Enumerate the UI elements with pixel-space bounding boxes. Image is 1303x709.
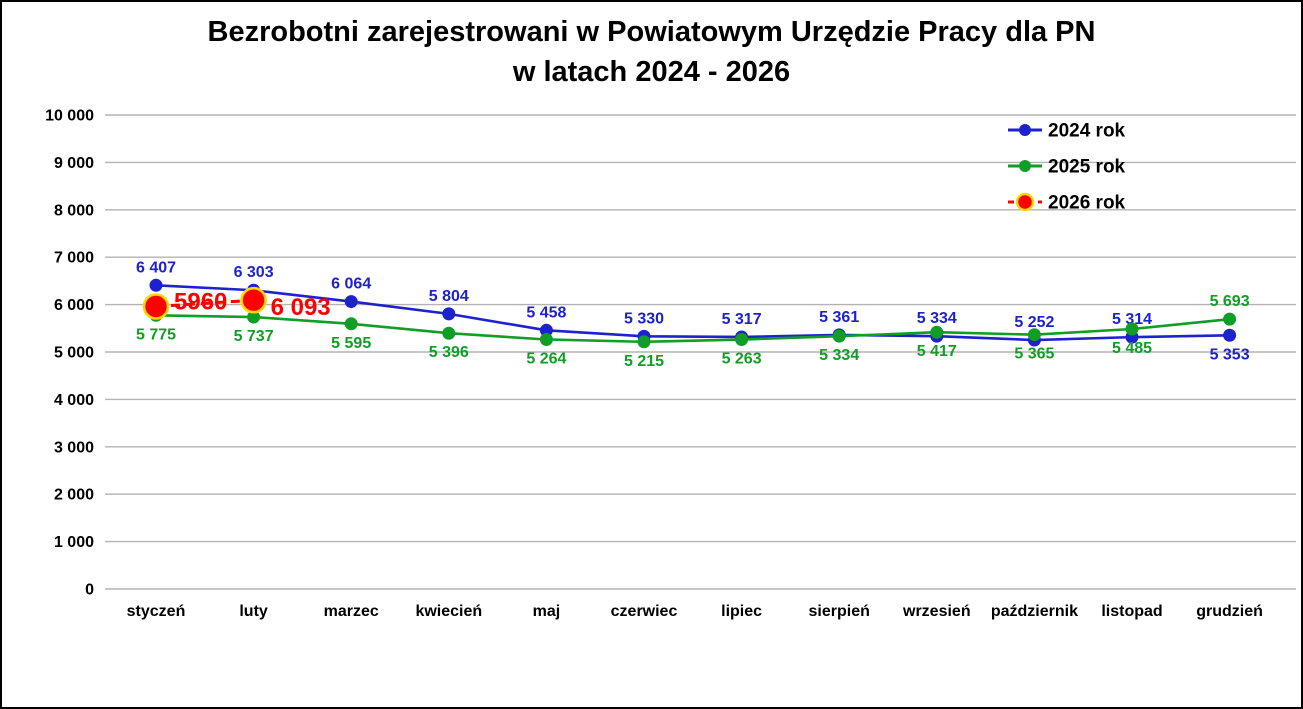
data-label-2024-rok: 5 334: [917, 310, 957, 327]
data-label-2024-rok: 5 458: [526, 304, 566, 321]
legend-label: 2026 rok: [1048, 193, 1126, 214]
data-label-2025-rok: 5 365: [1014, 346, 1054, 363]
data-label-2024-rok: 5 317: [722, 311, 762, 328]
data-point-2025-rok: [1027, 328, 1041, 342]
data-label-2024-rok: 5 361: [819, 309, 859, 326]
series-line-2026-rok: [155, 298, 254, 308]
data-point-2024-rok: [539, 323, 553, 337]
legend-item: 2024 rok: [1008, 121, 1126, 142]
legend-marker: [1015, 192, 1035, 212]
x-axis-label: marzec: [324, 603, 379, 620]
x-axis-label: sierpień: [809, 603, 870, 620]
y-axis-tick-label: 5 000: [54, 345, 94, 362]
data-point-2025-rok: [832, 329, 846, 343]
x-axis-label: maj: [533, 603, 561, 620]
x-axis-label: wrzesień: [902, 603, 971, 620]
data-point-2024-rok: [149, 278, 163, 292]
data-point-2024-rok: [344, 295, 358, 309]
legend-label: 2025 rok: [1048, 157, 1126, 178]
legend-item: 2025 rok: [1008, 157, 1126, 178]
x-axis-label: lipiec: [721, 603, 762, 620]
data-label-2025-rok: 5 737: [234, 328, 274, 345]
x-axis-label: listopad: [1101, 603, 1162, 620]
y-axis-tick-label: 3 000: [54, 439, 94, 456]
data-label-2026-rok: 6 093: [271, 294, 331, 321]
data-point-2026-rok: [142, 293, 170, 320]
data-point-2025-rok: [735, 333, 749, 347]
data-label-2024-rok: 6 407: [136, 259, 176, 276]
data-point-2025-rok: [637, 335, 651, 349]
data-label-2025-rok: 5 334: [819, 347, 859, 364]
y-axis-tick-label: 8 000: [54, 202, 94, 219]
data-point-2025-rok: [344, 317, 358, 331]
data-point-2025-rok: [930, 325, 944, 339]
data-label-2025-rok: 5 417: [917, 343, 957, 360]
data-label-2024-rok: 6 303: [234, 264, 274, 281]
y-axis-tick-label: 9 000: [54, 155, 94, 172]
data-label-2024-rok: 5 314: [1112, 311, 1152, 328]
x-axis-label: czerwiec: [611, 603, 678, 620]
chart-title-line2: w latach 2024 - 2026: [512, 56, 791, 88]
y-axis-tick-label: 10 000: [45, 108, 94, 125]
legend-item: 2026 rok: [1008, 193, 1126, 214]
data-label-2025-rok: 5 263: [722, 351, 762, 368]
data-point-2026-rok: [240, 286, 267, 314]
y-axis-tick-label: 4 000: [54, 392, 94, 409]
x-axis-label: październik: [991, 603, 1078, 620]
data-label-2024-rok: 5 353: [1210, 346, 1250, 363]
data-label-2025-rok: 5 396: [429, 344, 469, 361]
data-label-2025-rok: 5 595: [331, 335, 371, 352]
data-label-2026-rok: 5960: [174, 288, 227, 315]
data-point-2025-rok: [1223, 312, 1237, 326]
legend-label: 2024 rok: [1048, 121, 1126, 142]
y-axis-tick-label: 1 000: [54, 534, 94, 551]
data-label-2025-rok: 5 215: [624, 353, 664, 370]
data-point-2025-rok: [539, 332, 553, 346]
data-point-2024-rok: [442, 307, 456, 321]
x-axis-label: luty: [239, 603, 268, 620]
y-axis-tick-label: 7 000: [54, 250, 94, 267]
legend-marker: [1019, 160, 1031, 172]
x-axis-label: kwiecień: [415, 603, 482, 620]
data-label-2025-rok: 5 264: [526, 350, 566, 367]
chart-title: Bezrobotni zarejestrowani w Powiatowym U…: [2, 12, 1301, 92]
y-axis-tick-label: 0: [85, 582, 94, 599]
data-point-2025-rok: [1125, 322, 1139, 336]
legend: 2024 rok 2025 rok 2026 rok: [1008, 121, 1126, 214]
series-line-2024-rok: [155, 284, 1230, 342]
data-label-2025-rok: 5 775: [136, 326, 176, 343]
legend-marker: [1019, 124, 1031, 136]
data-label-2024-rok: 5 252: [1014, 314, 1054, 331]
series-line-2025-rok: [155, 313, 1230, 344]
y-axis-tick-label: 6 000: [54, 297, 94, 314]
data-label-2024-rok: 5 804: [429, 288, 469, 305]
y-axis-tick-label: 2 000: [54, 487, 94, 504]
data-point-2024-rok: [1223, 328, 1237, 342]
data-label-2025-rok: 5 693: [1210, 293, 1250, 310]
data-point-2025-rok: [247, 310, 261, 324]
chart-title-line1: Bezrobotni zarejestrowani w Powiatowym U…: [207, 16, 1096, 48]
data-label-2024-rok: 5 330: [624, 310, 664, 327]
x-axis-label: grudzień: [1196, 603, 1263, 620]
data-label-2024-rok: 6 064: [331, 276, 371, 293]
x-axis-label: styczeń: [127, 603, 186, 620]
data-point-2025-rok: [442, 326, 456, 340]
data-label-2025-rok: 5 485: [1112, 340, 1152, 357]
